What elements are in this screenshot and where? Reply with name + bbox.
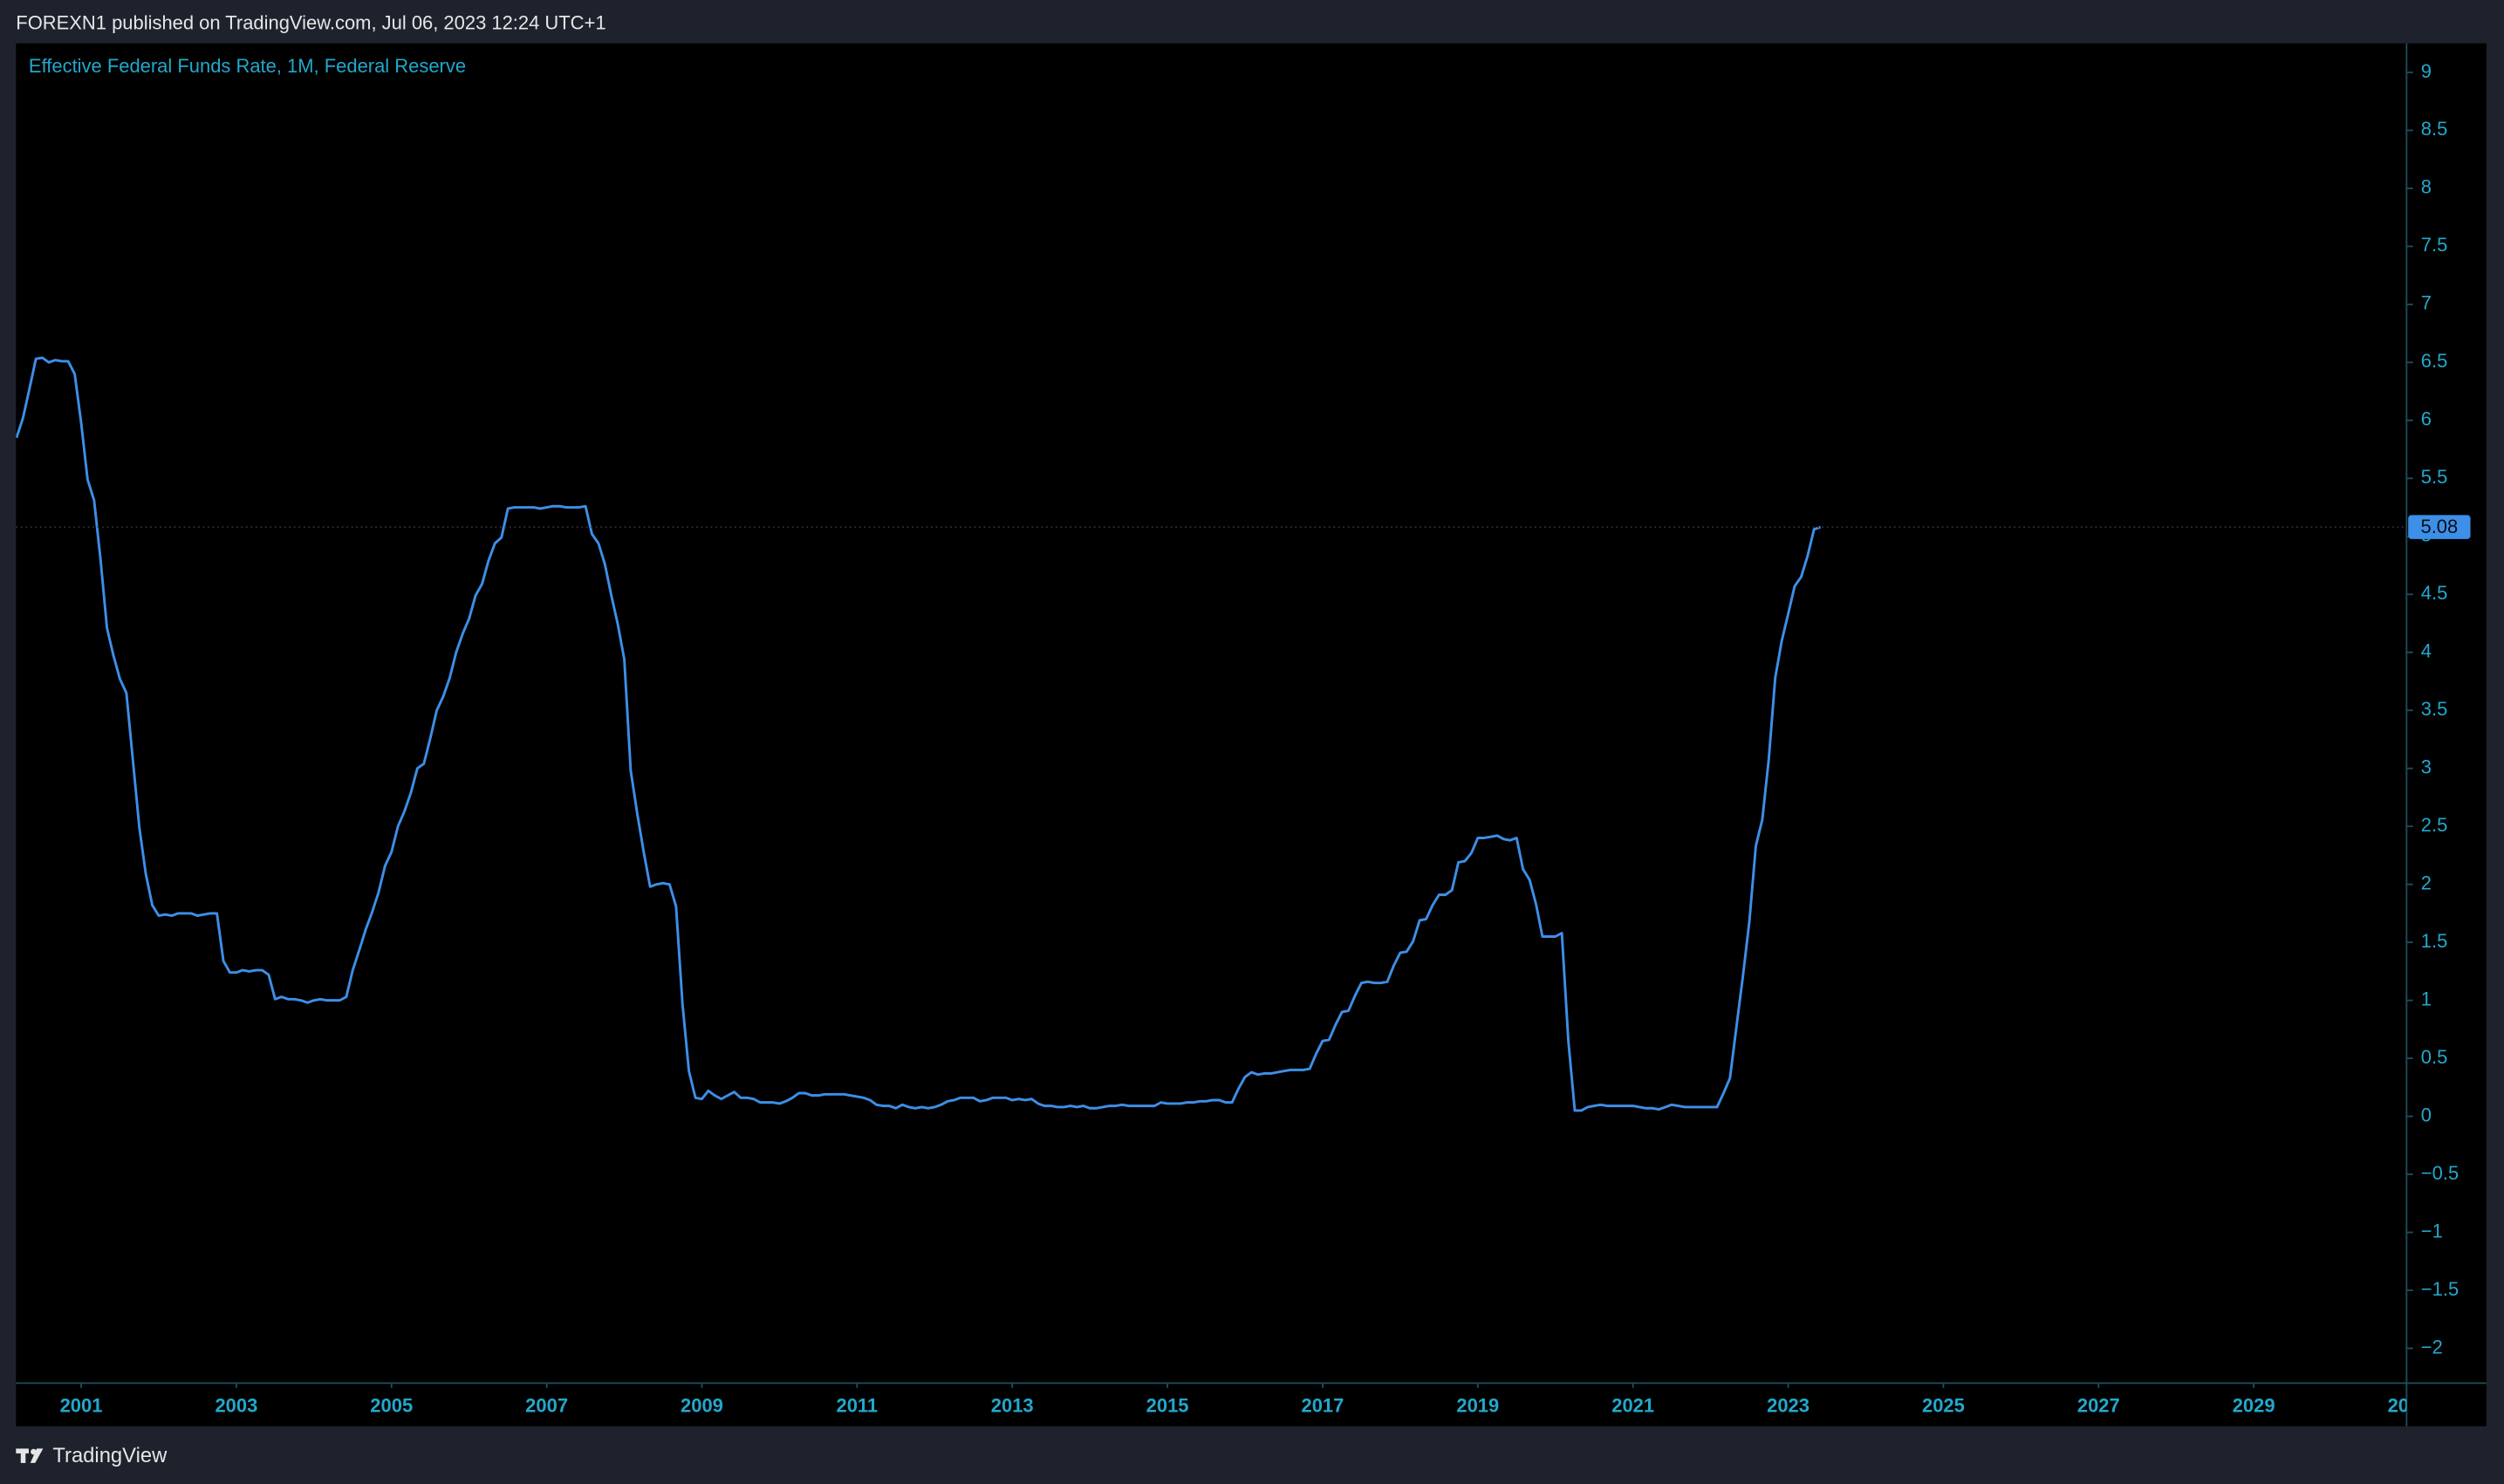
y-tick-label: 1 bbox=[2421, 988, 2432, 1009]
footer-brand: TradingView bbox=[52, 1444, 168, 1467]
y-tick-label: 8.5 bbox=[2421, 118, 2448, 140]
x-tick-label: 2025 bbox=[1922, 1395, 1965, 1417]
footer-logo bbox=[16, 1448, 44, 1463]
x-axis: 2001 2003 2005 2007 2009 2011 2013 2015 2017 2019… bbox=[60, 1383, 2431, 1417]
y-tick-label: 5.5 bbox=[2421, 466, 2448, 488]
y-tick-label: 4.5 bbox=[2421, 582, 2448, 604]
y-tick-label: 3.5 bbox=[2421, 698, 2448, 720]
x-tick-label: 2029 bbox=[2233, 1395, 2275, 1417]
x-tick-label: 2027 bbox=[2077, 1395, 2120, 1417]
y-tick-label: −0.5 bbox=[2421, 1162, 2459, 1184]
y-tick-label: 1.5 bbox=[2421, 930, 2448, 952]
y-tick-label: 2.5 bbox=[2421, 814, 2448, 836]
y-tick-label: 9 bbox=[2421, 60, 2432, 82]
x-tick-label: 2003 bbox=[215, 1395, 257, 1417]
y-tick-label: 0.5 bbox=[2421, 1046, 2448, 1068]
series-line bbox=[16, 356, 1822, 1112]
y-tick-label: −2 bbox=[2421, 1336, 2443, 1357]
last-value-box bbox=[2408, 515, 2471, 539]
y-tick-label: 6 bbox=[2421, 408, 2432, 430]
y-tick-label: −1 bbox=[2421, 1220, 2443, 1241]
y-tick-label: 6.5 bbox=[2421, 350, 2448, 372]
y-tick-label: 7.5 bbox=[2421, 234, 2448, 256]
x-tick-label: 2031 bbox=[2388, 1395, 2431, 1417]
x-tick-label: 2001 bbox=[60, 1395, 103, 1417]
y-tick-label: 4 bbox=[2421, 640, 2432, 662]
x-tick-label: 2019 bbox=[1456, 1395, 1499, 1417]
y-tick-label: 0 bbox=[2421, 1104, 2432, 1125]
plot-area bbox=[16, 43, 2487, 1426]
y-tick-label: 3 bbox=[2421, 756, 2432, 778]
x-tick-label: 2007 bbox=[525, 1395, 568, 1417]
x-tick-label: 2013 bbox=[991, 1395, 1034, 1417]
x-tick-label: 2015 bbox=[1146, 1395, 1189, 1417]
header-text: FOREXN1 published on TradingView.com, Ju… bbox=[16, 12, 605, 34]
x-tick-label: 2023 bbox=[1767, 1395, 1810, 1417]
y-tick-label: 2 bbox=[2421, 872, 2432, 893]
legend-label: Effective Federal Funds Rate, 1M, Federa… bbox=[29, 55, 466, 77]
x-tick-label: 2017 bbox=[1302, 1395, 1344, 1417]
y-tick-label: 8 bbox=[2421, 176, 2432, 198]
y-tick-label: −1.5 bbox=[2421, 1278, 2459, 1300]
x-tick-label: 2009 bbox=[681, 1395, 723, 1417]
y-tick-label: 7 bbox=[2421, 292, 2432, 314]
last-value-label: 5.08 bbox=[2421, 516, 2459, 537]
series-layer bbox=[16, 356, 2407, 1112]
x-tick-label: 2005 bbox=[370, 1395, 413, 1417]
x-tick-label: 2011 bbox=[837, 1395, 879, 1417]
x-tick-label: 2021 bbox=[1611, 1395, 1654, 1417]
